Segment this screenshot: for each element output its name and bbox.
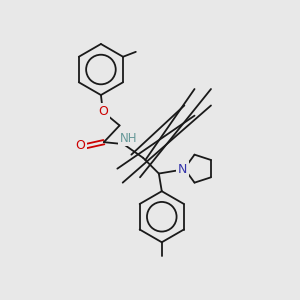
Text: NH: NH	[120, 132, 137, 145]
Text: N: N	[178, 163, 187, 176]
Text: O: O	[98, 105, 108, 118]
Text: O: O	[75, 139, 85, 152]
